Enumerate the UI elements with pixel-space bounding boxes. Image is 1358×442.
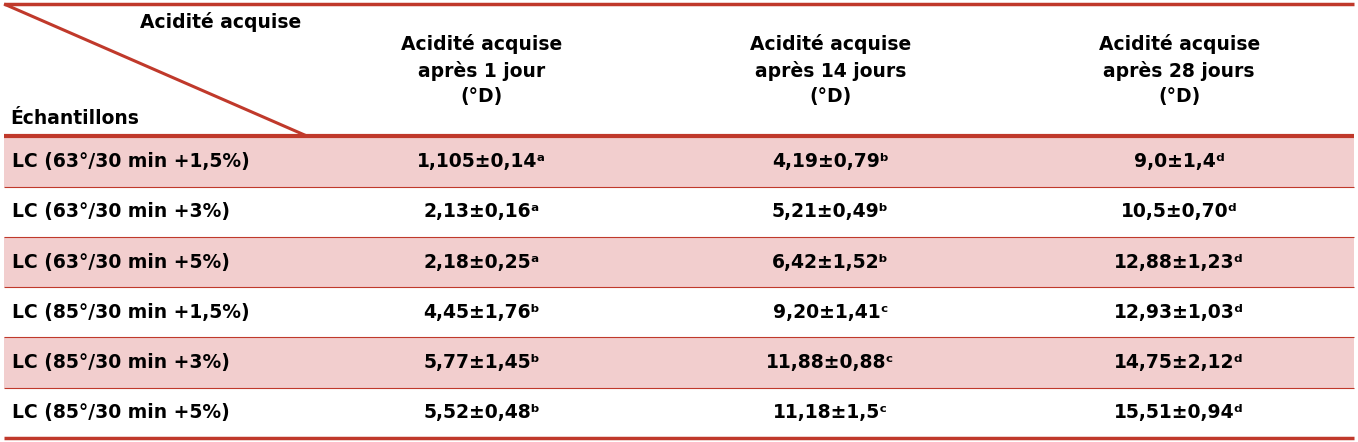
Text: LC (63°/30 min +3%): LC (63°/30 min +3%) bbox=[12, 202, 230, 221]
Text: 12,93±1,03ᵈ: 12,93±1,03ᵈ bbox=[1114, 303, 1244, 322]
Text: 11,88±0,88ᶜ: 11,88±0,88ᶜ bbox=[766, 353, 895, 372]
Bar bbox=[4, 4, 1354, 137]
Text: 9,0±1,4ᵈ: 9,0±1,4ᵈ bbox=[1134, 152, 1225, 171]
Text: 2,18±0,25ᵃ: 2,18±0,25ᵃ bbox=[424, 252, 540, 271]
Text: 2,13±0,16ᵃ: 2,13±0,16ᵃ bbox=[424, 202, 540, 221]
Text: 15,51±0,94ᵈ: 15,51±0,94ᵈ bbox=[1115, 404, 1244, 423]
Text: Échantillons: Échantillons bbox=[10, 109, 139, 128]
Text: LC (63°/30 min +1,5%): LC (63°/30 min +1,5%) bbox=[12, 152, 250, 171]
Text: 5,21±0,49ᵇ: 5,21±0,49ᵇ bbox=[771, 202, 888, 221]
Text: LC (63°/30 min +5%): LC (63°/30 min +5%) bbox=[12, 252, 230, 271]
Bar bbox=[4, 137, 1354, 187]
Text: 4,19±0,79ᵇ: 4,19±0,79ᵇ bbox=[771, 152, 888, 171]
Bar bbox=[4, 388, 1354, 438]
Text: LC (85°/30 min +3%): LC (85°/30 min +3%) bbox=[12, 353, 230, 372]
Bar bbox=[4, 337, 1354, 388]
Text: 6,42±1,52ᵇ: 6,42±1,52ᵇ bbox=[771, 252, 888, 271]
Text: 5,52±0,48ᵇ: 5,52±0,48ᵇ bbox=[424, 404, 540, 423]
Bar bbox=[4, 237, 1354, 287]
Bar bbox=[4, 187, 1354, 237]
Bar bbox=[4, 287, 1354, 337]
Text: 9,20±1,41ᶜ: 9,20±1,41ᶜ bbox=[773, 303, 888, 322]
Text: Acidité acquise
après 14 jours
(°D): Acidité acquise après 14 jours (°D) bbox=[750, 34, 911, 106]
Text: Acidité acquise
après 28 jours
(°D): Acidité acquise après 28 jours (°D) bbox=[1099, 34, 1260, 106]
Text: 4,45±1,76ᵇ: 4,45±1,76ᵇ bbox=[424, 303, 540, 322]
Text: Acidité acquise
après 1 jour
(°D): Acidité acquise après 1 jour (°D) bbox=[401, 34, 562, 106]
Text: 14,75±2,12ᵈ: 14,75±2,12ᵈ bbox=[1115, 353, 1244, 372]
Text: 5,77±1,45ᵇ: 5,77±1,45ᵇ bbox=[424, 353, 540, 372]
Text: 12,88±1,23ᵈ: 12,88±1,23ᵈ bbox=[1115, 252, 1244, 271]
Text: 10,5±0,70ᵈ: 10,5±0,70ᵈ bbox=[1120, 202, 1237, 221]
Text: LC (85°/30 min +1,5%): LC (85°/30 min +1,5%) bbox=[12, 303, 250, 322]
Text: 11,18±1,5ᶜ: 11,18±1,5ᶜ bbox=[773, 404, 888, 423]
Text: 1,105±0,14ᵃ: 1,105±0,14ᵃ bbox=[417, 152, 546, 171]
Text: Acidité acquise: Acidité acquise bbox=[140, 12, 301, 32]
Text: LC (85°/30 min +5%): LC (85°/30 min +5%) bbox=[12, 404, 230, 423]
